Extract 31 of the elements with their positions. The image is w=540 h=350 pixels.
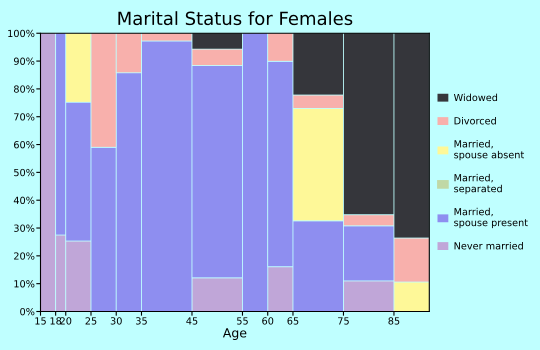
y-tick-label: 90% bbox=[14, 58, 34, 65]
y-tick-label: 30% bbox=[14, 224, 34, 232]
legend-label: Widowed bbox=[454, 94, 498, 102]
x-tick-label: 45 bbox=[186, 317, 198, 325]
x-tick-label: 55 bbox=[237, 317, 248, 325]
legend-label: Married, separated bbox=[454, 174, 502, 194]
y-tick-label: 20% bbox=[14, 252, 34, 260]
y-tick-label: 0% bbox=[20, 308, 34, 316]
y-tick-label: 40% bbox=[14, 196, 34, 204]
y-tick-label: 50% bbox=[14, 168, 34, 176]
x-tick-label: 60 bbox=[262, 317, 274, 325]
x-tick-label: 25 bbox=[86, 317, 96, 325]
legend-label: Divorced bbox=[454, 116, 496, 124]
x-axis-title: Age bbox=[222, 328, 246, 340]
y-tick-label: 60% bbox=[14, 141, 34, 148]
x-tick-label: 65 bbox=[287, 317, 298, 325]
y-tick-label: 100% bbox=[8, 30, 34, 38]
y-tick-label: 80% bbox=[14, 85, 34, 93]
x-tick-label: 30 bbox=[110, 317, 122, 325]
chart-title: Marital Status for Females bbox=[118, 11, 352, 26]
y-tick-label: 10% bbox=[14, 280, 34, 288]
x-tick-label: 20 bbox=[60, 317, 72, 325]
y-tick-label: 70% bbox=[14, 113, 34, 121]
legend-label: Married, spouse absent bbox=[454, 140, 524, 160]
x-tick-label: 85 bbox=[388, 317, 400, 325]
legend-label: Never married bbox=[454, 242, 523, 250]
legend-label: Married, spouse present bbox=[454, 208, 528, 228]
x-tick-label: 15 bbox=[35, 317, 46, 325]
x-tick-label: 18 bbox=[50, 317, 62, 325]
x-tick-label: 75 bbox=[338, 317, 349, 325]
x-tick-label: 35 bbox=[136, 317, 147, 325]
